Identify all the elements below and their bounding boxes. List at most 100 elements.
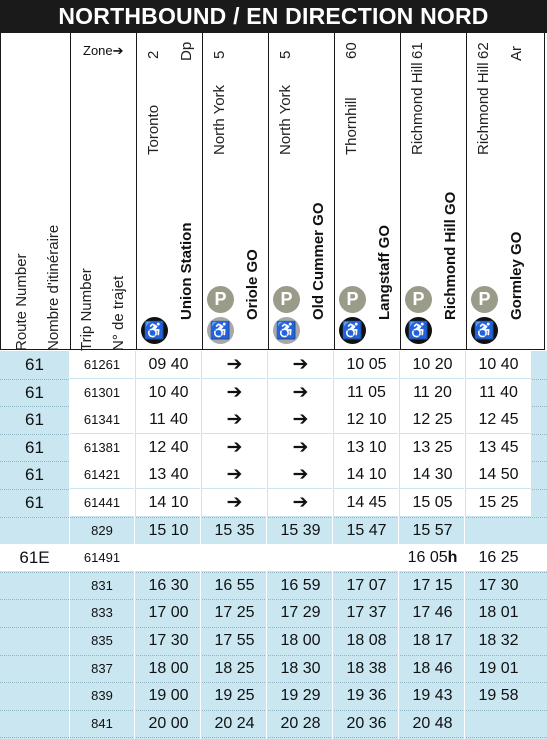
time-cell (466, 517, 531, 544)
trip-number-cell: 61301 (70, 378, 134, 406)
time-cell: 19 43 (412, 687, 453, 705)
time-cell: 15 05 (400, 489, 465, 516)
time-cell: 16 59 (280, 576, 321, 594)
time-cell: 11 05 (334, 378, 399, 406)
parking-icon: P (339, 286, 366, 313)
wheelchair-icon: ♿ (273, 317, 300, 344)
time-cell: 19 29 (280, 687, 321, 705)
stop-column-2 (202, 33, 268, 350)
route-number-label: Route Number (13, 253, 30, 351)
table-row: 829 15 10 15 35 15 39 15 47 15 57 (0, 517, 547, 544)
stop-name: Gormley GO (508, 231, 525, 320)
table-row: 61 61261 09 40 ➔ ➔ 10 05 10 20 10 40 (0, 351, 547, 378)
skip-arrow-icon: ➔ (202, 461, 267, 489)
skip-arrow-icon: ➔ (202, 489, 267, 516)
trip-number-cell: 829 (91, 522, 113, 538)
timetable-body: 61 61261 09 40 ➔ ➔ 10 05 10 20 10 40 61 61301 10 4… (0, 351, 547, 739)
route-number-cell: 61 (25, 410, 44, 430)
trip-number-cell: 835 (91, 633, 113, 648)
route-number-cell: 61 (25, 465, 44, 485)
table-row: 61 61441 14 10 ➔ ➔ 14 45 15 05 15 25 (0, 489, 547, 516)
row-divider (0, 599, 547, 601)
time-cell (202, 544, 267, 571)
stop-city: Richmond Hill (475, 62, 492, 155)
time-cell: 12 25 (400, 406, 465, 434)
table-row: 841 20 00 20 24 20 28 20 36 20 48 (0, 710, 547, 737)
route-number-cell (0, 517, 69, 544)
column-divider (134, 351, 135, 739)
time-cell: 11 40 (466, 378, 531, 406)
time-cell: 17 37 (346, 604, 387, 622)
stop-zone: 5 (211, 50, 228, 59)
time-suffix: h (447, 549, 458, 567)
time-cell: 17 07 (346, 576, 387, 594)
trip-number-cell: 831 (91, 577, 113, 593)
row-divider (0, 627, 547, 629)
time-cell: 14 50 (466, 461, 531, 489)
zone-label: Zone➔ (83, 43, 124, 58)
wheelchair-icon: ♿ (339, 317, 366, 344)
time-cell: 19 25 (214, 687, 255, 705)
skip-arrow-icon: ➔ (202, 406, 267, 434)
trip-number-cell: 837 (91, 660, 113, 676)
wheelchair-icon: ♿ (141, 317, 168, 344)
column-divider (398, 351, 399, 739)
time-cell: 14 10 (136, 489, 201, 516)
timetable-header: Route Number Nombre d'itinéraire Trip Nu… (0, 33, 545, 351)
time-cell: 17 25 (214, 604, 255, 622)
parking-icon: P (273, 286, 300, 313)
stop-code: Dp (178, 41, 195, 61)
time-cell: 10 05 (334, 351, 399, 378)
route-number-cell: 61 (25, 437, 44, 457)
route-number-cell (0, 599, 69, 626)
column-divider (332, 351, 333, 739)
time-cell: 12 10 (334, 406, 399, 434)
trip-number-cell: 61341 (70, 406, 134, 434)
stop-column-6 (466, 33, 532, 350)
time-cell: 11 20 (400, 378, 465, 406)
route-number-cell: 61 (25, 355, 44, 374)
time-cell: 15 39 (280, 521, 321, 539)
table-row: 61 61341 11 40 ➔ ➔ 12 10 12 25 12 45 (0, 406, 547, 434)
time-cell: 19 01 (478, 659, 519, 677)
wheelchair-icon: ♿ (207, 317, 234, 344)
stop-column-3 (268, 33, 334, 350)
time-cell: 13 10 (334, 433, 399, 461)
time-cell (268, 544, 333, 571)
route-number-cell (0, 710, 69, 737)
time-cell: 18 00 (280, 632, 321, 649)
time-cell: 14 45 (334, 489, 399, 516)
time-cell (136, 544, 201, 571)
row-divider (0, 516, 547, 519)
time-cell: 09 40 (136, 351, 201, 378)
skip-arrow-icon: ➔ (268, 433, 333, 461)
stop-zone: 61 (409, 42, 426, 59)
time-cell: 19 36 (346, 687, 387, 705)
time-cell: 17 30 (148, 632, 189, 649)
time-cell: 18 25 (214, 659, 255, 677)
time-cell: 16 25 (478, 549, 519, 567)
time-cell: 16 55 (214, 576, 255, 594)
column-divider (69, 351, 70, 739)
trip-number-cell: 839 (91, 688, 113, 704)
time-cell: 16 30 (148, 576, 189, 594)
stop-column-4 (334, 33, 400, 350)
time-cell: 14 10 (334, 461, 399, 489)
skip-arrow-icon: ➔ (268, 351, 333, 378)
trip-number-label-fr: N° de trajet (110, 275, 127, 351)
stop-name: Oriole GO (244, 249, 261, 320)
time-cell: 18 01 (478, 604, 519, 622)
time-cell: 15 57 (412, 521, 453, 539)
stop-name: Richmond Hill GO (442, 191, 459, 320)
trip-number-cell: 61261 (70, 351, 134, 378)
time-cell: 17 29 (280, 604, 321, 622)
row-divider (0, 682, 547, 684)
time-cell: 15 47 (346, 521, 387, 539)
table-row: 61 61421 13 40 ➔ ➔ 14 10 14 30 14 50 (0, 461, 547, 489)
time-cell: 20 24 (214, 714, 255, 732)
stop-city: Richmond Hill (409, 62, 426, 155)
time-cell: 18 38 (346, 659, 387, 677)
time-cell: 18 46 (412, 659, 453, 677)
time-cell: 14 30 (400, 461, 465, 489)
time-cell: 12 45 (466, 406, 531, 434)
